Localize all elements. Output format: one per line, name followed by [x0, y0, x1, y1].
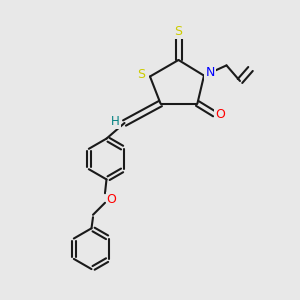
Text: O: O: [107, 193, 116, 206]
Text: S: S: [137, 68, 145, 82]
Text: H: H: [111, 115, 120, 128]
Text: O: O: [215, 107, 225, 121]
Text: S: S: [175, 25, 182, 38]
Text: N: N: [205, 66, 215, 79]
